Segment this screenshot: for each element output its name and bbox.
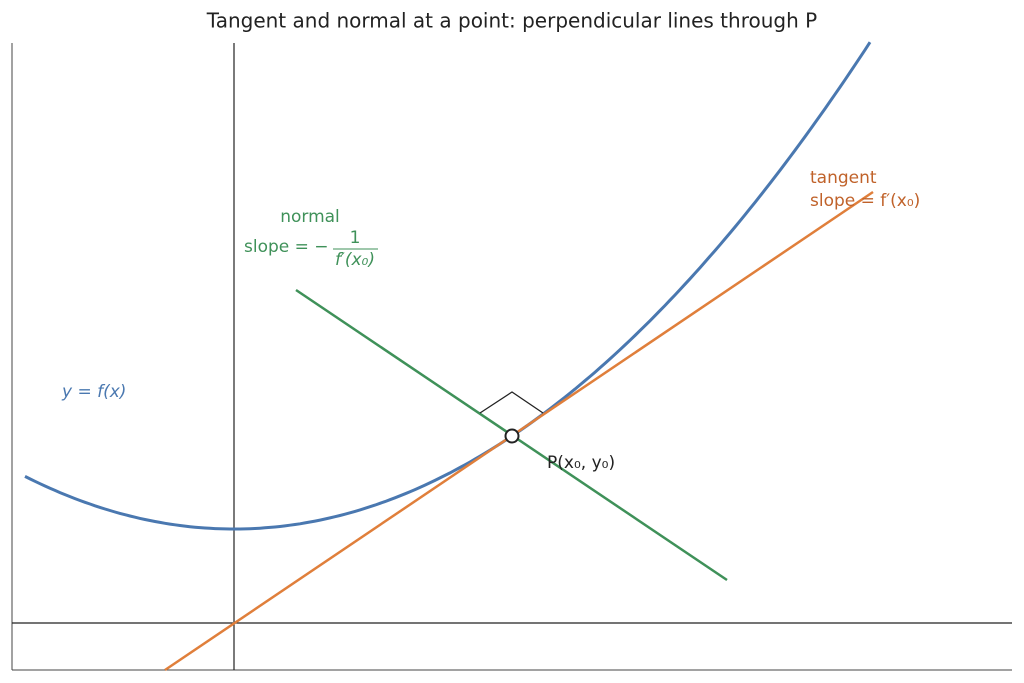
point-label: P(x₀, y₀) [547, 453, 615, 473]
point-p [504, 428, 520, 444]
tangent-label: tangent [810, 168, 877, 188]
tangent-slope: slope = f′(x₀) [810, 191, 920, 211]
normal-slope-numerator: 1 [350, 228, 361, 248]
normal-label: normal [280, 207, 340, 227]
normal-slope-denominator: f′(x₀) [335, 250, 375, 270]
curve [24, 41, 872, 531]
right-angle-marker [479, 391, 544, 414]
title: Tangent and normal at a point: perpendic… [206, 9, 817, 33]
tangent-line [164, 190, 874, 672]
curve-label: y = f(x) [61, 382, 126, 402]
normal-slope-prefix: slope = − [244, 237, 329, 257]
